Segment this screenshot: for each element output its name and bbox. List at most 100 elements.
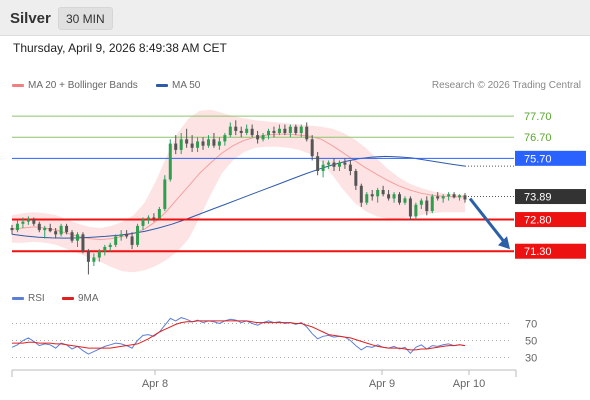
candle-body (15, 223, 19, 231)
candle (370, 190, 374, 201)
candle-body (392, 194, 396, 199)
copyright-text: Research © 2026 Trading Central (431, 80, 581, 91)
candle (54, 228, 58, 239)
x-tick-label: Apr 9 (369, 378, 395, 390)
candle-body (103, 247, 107, 252)
x-tick-label: Apr 8 (142, 378, 168, 390)
candle (452, 192, 456, 199)
candle-body (174, 143, 178, 150)
candle-body (206, 139, 210, 146)
candle-body (354, 171, 358, 186)
candle-body (310, 139, 314, 157)
candle-body (305, 126, 309, 140)
candle-body (458, 195, 462, 198)
candle-body (75, 234, 79, 241)
candle (310, 135, 314, 161)
x-tick-label: Apr 10 (453, 378, 485, 390)
ma50-line (11, 155, 466, 239)
candle (97, 249, 101, 262)
candle (10, 224, 14, 235)
candle (81, 232, 85, 254)
last-price-tag (515, 189, 586, 205)
candle-body (146, 217, 150, 220)
candle (430, 194, 434, 214)
candle-body (343, 162, 347, 165)
candle (250, 124, 254, 138)
candle-body (201, 141, 205, 146)
candle (48, 223, 52, 233)
candle-body (299, 126, 303, 133)
candle-body (337, 162, 341, 167)
candle-body (321, 164, 325, 171)
candle (201, 137, 205, 150)
ma20-swatch (12, 83, 24, 87)
9ma-swatch (62, 296, 74, 300)
candle (288, 124, 292, 138)
candle (392, 192, 396, 203)
candle (327, 160, 331, 169)
candle (376, 187, 380, 203)
candle-body (48, 228, 52, 232)
candle (114, 234, 118, 247)
candles-group (10, 120, 467, 275)
candle (436, 192, 440, 201)
candle (245, 124, 249, 136)
candle (354, 168, 358, 190)
candle-body (168, 143, 172, 180)
candle (32, 217, 36, 226)
candle-body (108, 244, 112, 247)
resistance-label: 76.70 (524, 132, 552, 144)
candle-body (256, 135, 260, 140)
pivot-tag (515, 150, 586, 166)
level-pivot-2: 75.70 (12, 150, 586, 166)
candle (75, 232, 79, 247)
candle (43, 225, 47, 239)
candle-body (32, 219, 36, 224)
candle-body (136, 225, 140, 245)
datetime-label: Thursday, April 9, 2026 8:49:38 AM CET (13, 41, 227, 55)
candle-body (425, 200, 429, 212)
candle-body (70, 232, 74, 241)
candle-body (359, 185, 363, 203)
candle-body (414, 204, 418, 217)
candle (337, 160, 341, 171)
candle-body (327, 162, 331, 165)
candle (332, 158, 336, 171)
support-label: 72.80 (524, 215, 552, 227)
candle (359, 183, 363, 207)
candle (212, 133, 216, 148)
candle (103, 244, 107, 256)
candle (343, 158, 347, 169)
candle (261, 133, 265, 142)
legend-item-ma20-bollinger: MA 20 + Bollinger Bands (12, 80, 138, 91)
candle (174, 135, 178, 155)
rsi-tick-label: 70 (525, 319, 537, 331)
candle-body (141, 219, 145, 226)
candle (15, 220, 19, 233)
support-label: 71.30 (524, 246, 552, 258)
candle-body (163, 179, 167, 209)
legend-label-9ma: 9MA (78, 293, 99, 304)
candle-body (261, 135, 265, 140)
candle (146, 215, 150, 224)
candle (179, 133, 183, 155)
candle-body (447, 194, 451, 197)
timeframe-button[interactable]: 30 MIN (58, 7, 113, 30)
candle (234, 120, 238, 136)
candle-body (59, 225, 63, 235)
legend-item-rsi: RSI (12, 293, 45, 304)
candle-body (223, 135, 227, 142)
candle-body (398, 194, 402, 203)
candle-body (81, 234, 85, 252)
candle (65, 223, 69, 235)
support-tag (515, 212, 586, 228)
candle (387, 190, 391, 201)
candle (228, 122, 232, 138)
candle (398, 192, 402, 205)
resistance-label: 77.70 (524, 111, 552, 123)
candle-body (119, 234, 123, 237)
candle-body (10, 228, 14, 231)
candle-body (130, 236, 134, 245)
candle-body (65, 225, 69, 233)
